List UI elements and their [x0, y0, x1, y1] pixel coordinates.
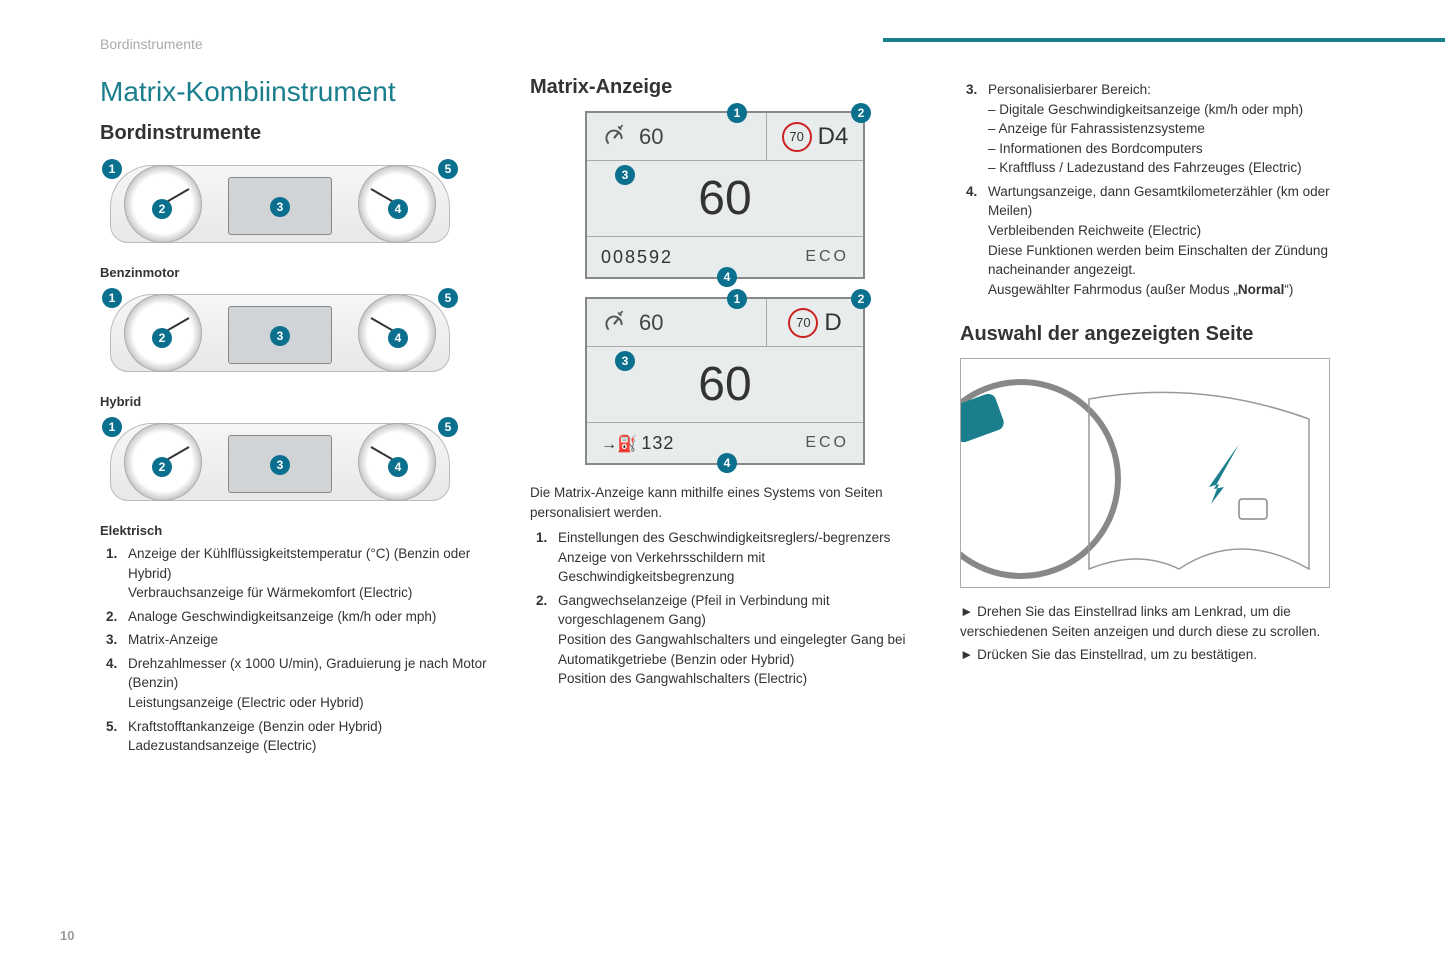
list-num: 4.	[966, 182, 988, 299]
list-num: 2.	[536, 591, 558, 689]
variant-label-hybrid: Hybrid	[100, 394, 490, 409]
matrix-badge-4: 4	[717, 453, 737, 473]
callout-2: 2	[152, 328, 172, 348]
header-section-label: Bordinstrumente	[100, 36, 203, 52]
subtitle-matrix-anzeige: Matrix-Anzeige	[530, 76, 920, 99]
callout-1: 1	[102, 159, 122, 179]
callout-5: 5	[438, 159, 458, 179]
matrix-display-1: 60 70 D4 1 2 60 3 008592 ECO 4	[585, 111, 865, 279]
callout-4: 4	[388, 457, 408, 477]
cluster-diagram-electric: 1 2 3 4 5	[100, 415, 460, 509]
header-accent-bar	[883, 38, 1445, 42]
matrix-badge-2: 2	[851, 289, 871, 309]
dash-item: Informationen des Bordcomputers	[988, 141, 1203, 156]
matrix-badge-1: 1	[727, 103, 747, 123]
column-1: Matrix-Kombiinstrument Bordinstrumente 1…	[100, 76, 490, 760]
list-text: Matrix-Anzeige	[128, 630, 490, 650]
fuel-plug-icon: →⛽	[601, 436, 637, 453]
steering-wheel-diagram	[960, 358, 1330, 588]
drive-mode: ECO	[805, 434, 849, 452]
column-3: 3. Personalisierbarer Bereich: Digitale …	[960, 80, 1350, 760]
callout-3: 3	[270, 326, 290, 346]
cruise-control-icon	[601, 309, 629, 337]
gear-indicator: D	[824, 309, 841, 337]
subtitle-auswahl: Auswahl der angezeigten Seite	[960, 323, 1350, 346]
instruction-1: Drehen Sie das Einstellrad links am Lenk…	[960, 602, 1350, 641]
list-text: Gangwechselanzeige (Pfeil in Verbindung …	[558, 591, 920, 689]
odometer: 008592	[601, 247, 673, 268]
list-text: Analoge Geschwindigkeitsanzeige (km/h od…	[128, 607, 490, 627]
list-num: 5.	[106, 717, 128, 756]
callout-4: 4	[388, 199, 408, 219]
cruise-speed: 60	[639, 310, 663, 336]
list-text: Einstellungen des Geschwindigkeitsregler…	[558, 528, 920, 587]
matrix-display-2: 60 70 D 1 2 60 3 →⛽ 132 ECO 4	[585, 297, 865, 465]
callout-2: 2	[152, 457, 172, 477]
list-text: Personalisierbarer Bereich: Digitale Ges…	[988, 80, 1350, 178]
list-num: 1.	[536, 528, 558, 587]
matrix-intro-text: Die Matrix-Anzeige kann mithilfe eines S…	[530, 483, 920, 522]
matrix-list: 1.Einstellungen des Geschwindigkeitsregl…	[536, 528, 920, 693]
digital-speed: 60	[698, 357, 751, 412]
matrix-badge-2: 2	[851, 103, 871, 123]
dash-item: Digitale Geschwindigkeitsanzeige (km/h o…	[988, 102, 1303, 117]
matrix-badge-1: 1	[727, 289, 747, 309]
variant-label-benzin: Benzinmotor	[100, 265, 490, 280]
subtitle-bordinstrumente: Bordinstrumente	[100, 122, 490, 145]
callout-2: 2	[152, 199, 172, 219]
cruise-speed: 60	[639, 124, 663, 150]
list-text: Wartungsanzeige, dann Gesamtkilometerzäh…	[988, 182, 1350, 299]
column-2: Matrix-Anzeige 60 70 D4 1 2 60 3	[530, 76, 920, 760]
list-num: 3.	[966, 80, 988, 178]
gear-indicator: D4	[818, 123, 849, 151]
range-value: 132	[641, 433, 674, 453]
list-num: 3.	[106, 630, 128, 650]
bordinstrumente-list: 1.Anzeige der Kühlflüssigkeitstemperatur…	[106, 544, 490, 760]
drive-mode: ECO	[805, 248, 849, 266]
list-num: 1.	[106, 544, 128, 603]
list-num: 4.	[106, 654, 128, 713]
matrix-list-continued: 3. Personalisierbarer Bereich: Digitale …	[966, 80, 1350, 303]
list-text-main: Personalisierbarer Bereich:	[988, 82, 1151, 97]
callout-1: 1	[102, 288, 122, 308]
cluster-diagram-benzin: 1 2 3 4 5	[100, 157, 460, 251]
callout-1: 1	[102, 417, 122, 437]
speed-limit-sign: 70	[782, 122, 812, 152]
callout-4: 4	[388, 328, 408, 348]
speed-limit-sign: 70	[788, 308, 818, 338]
instruction-2: Drücken Sie das Einstellrad, um zu bestä…	[960, 645, 1350, 665]
matrix-badge-4: 4	[717, 267, 737, 287]
cruise-control-icon	[601, 123, 629, 151]
page-number: 10	[60, 928, 74, 943]
matrix-badge-3: 3	[615, 165, 635, 185]
matrix-badge-3: 3	[615, 351, 635, 371]
page-content: Matrix-Kombiinstrument Bordinstrumente 1…	[0, 0, 1445, 780]
list-text: Drehzahlmesser (x 1000 U/min), Graduieru…	[128, 654, 490, 713]
main-title: Matrix-Kombiinstrument	[100, 76, 490, 108]
digital-speed: 60	[698, 171, 751, 226]
dash-item: Kraftfluss / Ladezustand des Fahrzeuges …	[988, 160, 1302, 175]
dash-item: Anzeige für Fahrassistenzsysteme	[988, 121, 1205, 136]
list-text: Anzeige der Kühlflüssigkeitstemperatur (…	[128, 544, 490, 603]
callout-3: 3	[270, 197, 290, 217]
variant-label-electric: Elektrisch	[100, 523, 490, 538]
callout-5: 5	[438, 288, 458, 308]
callout-5: 5	[438, 417, 458, 437]
pointer-arrow-icon	[1199, 439, 1249, 514]
range-indicator: →⛽ 132	[601, 433, 674, 454]
callout-3: 3	[270, 455, 290, 475]
list-text: Kraftstofftankanzeige (Benzin oder Hybri…	[128, 717, 490, 756]
cluster-diagram-hybrid: 1 2 3 4 5	[100, 286, 460, 380]
list-num: 2.	[106, 607, 128, 627]
